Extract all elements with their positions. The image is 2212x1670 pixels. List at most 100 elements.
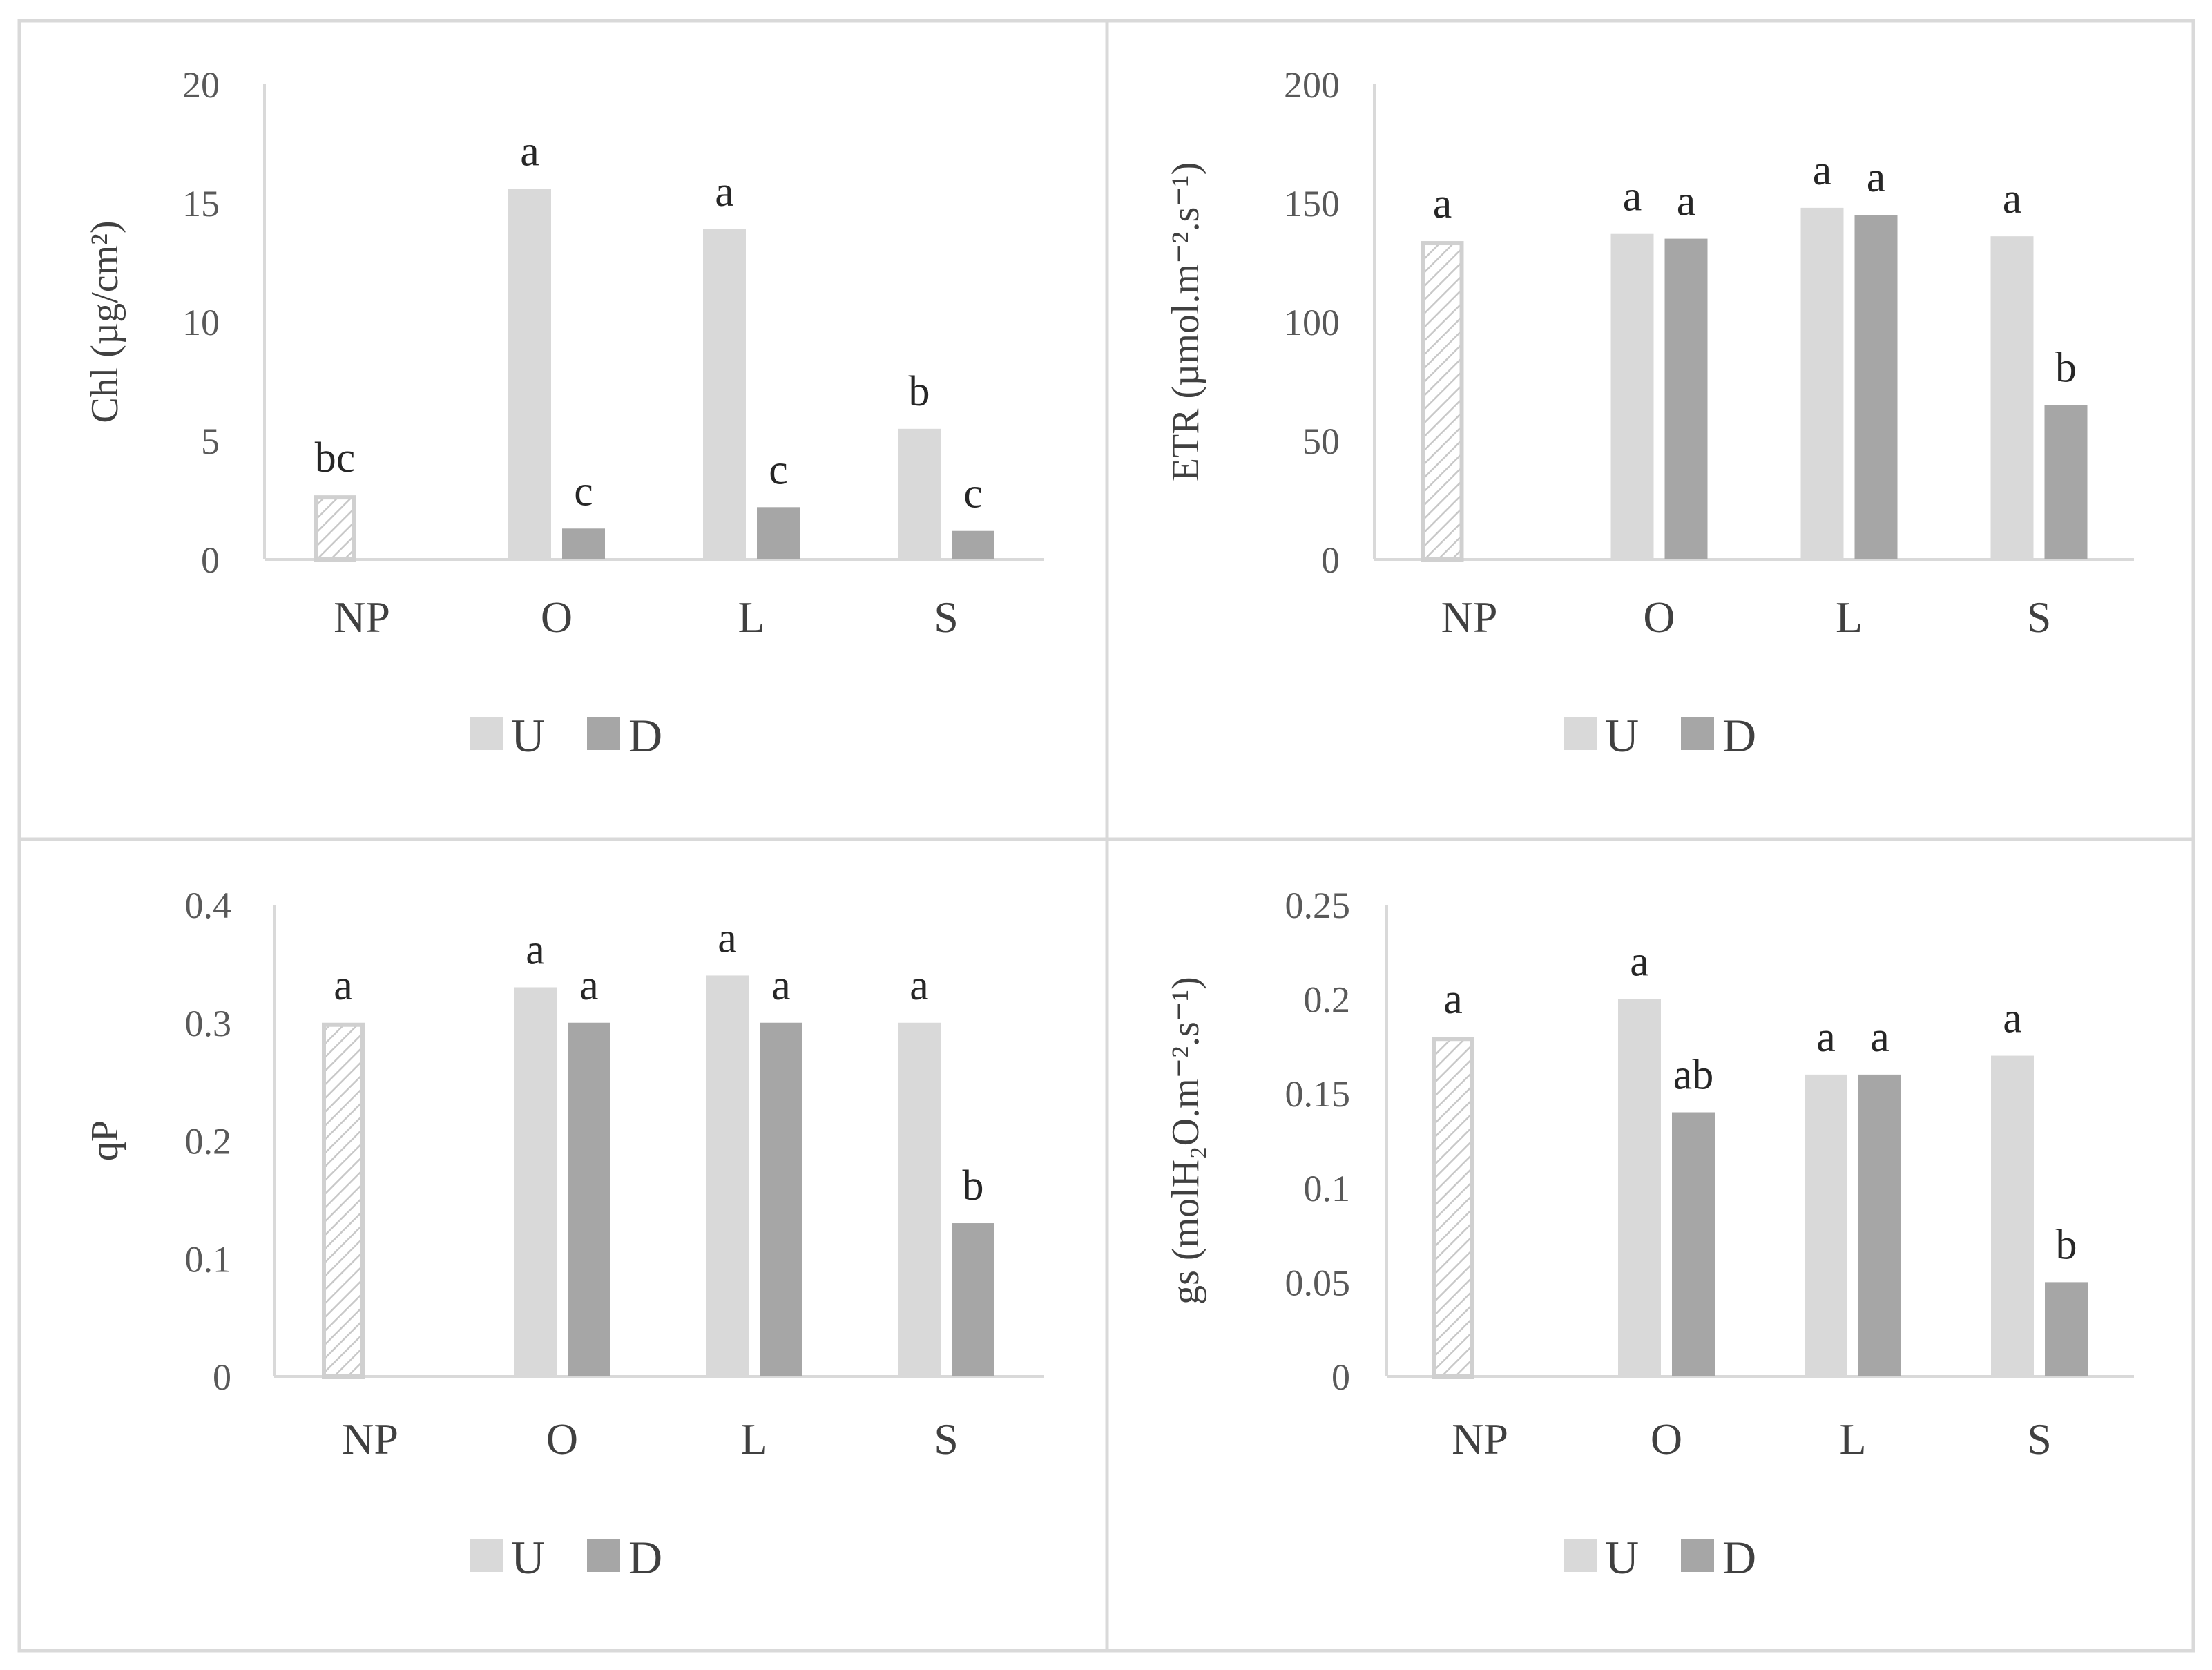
significance-letter: a <box>334 962 353 1009</box>
y-tick-label: 0.4 <box>185 885 232 926</box>
bar-O-D <box>568 1022 610 1376</box>
bar-NP-U <box>1432 1037 1474 1379</box>
bar-L-U <box>1800 207 1844 559</box>
significance-letter: a <box>910 962 929 1009</box>
bar-L-D <box>1858 1074 1901 1376</box>
legend-swatch-U <box>470 1539 503 1572</box>
y-tick-label: 50 <box>1302 421 1340 462</box>
bar-S-U <box>898 1022 941 1376</box>
y-tick-label: 100 <box>1284 302 1340 343</box>
legend-label: D <box>628 1531 662 1584</box>
y-tick-label: 0 <box>213 1356 231 1398</box>
significance-letter: a <box>1630 939 1649 986</box>
chart-panel-bottom-right: 0 0.05 0.1 0.15 0.2 0.25 gs (molH₂O.m⁻².s⁻¹) NP… <box>1164 885 2134 1584</box>
bar-L-D <box>757 507 800 559</box>
x-tick-label: L <box>738 593 764 642</box>
y-tick-label: 0.1 <box>185 1238 232 1280</box>
y-tick-label: 0.3 <box>185 1003 232 1044</box>
significance-letter: a <box>771 962 791 1009</box>
significance-letter: b <box>2056 1221 2077 1268</box>
legend-label: U <box>511 1531 545 1584</box>
bar-S-D <box>952 530 994 559</box>
y-tick-label: 0 <box>1321 539 1340 581</box>
bar-S-D <box>952 1223 994 1376</box>
legend-label: D <box>628 709 662 762</box>
legend-swatch-D <box>587 1539 620 1572</box>
bar-O-D <box>1672 1112 1715 1376</box>
legend-swatch-D <box>1681 1539 1714 1572</box>
significance-letter: a <box>520 128 539 175</box>
y-axis-label: Chl (µg/cm²) <box>84 220 126 423</box>
legend-label: D <box>1722 709 1756 762</box>
significance-letter: a <box>2003 995 2022 1042</box>
bar-O-D <box>1664 238 1708 559</box>
bar-NP-U <box>1421 241 1464 562</box>
legend-swatch-U <box>470 717 503 750</box>
bar-NP-U <box>322 1022 365 1379</box>
x-tick-label: S <box>934 593 959 642</box>
x-tick-label: NP <box>342 1414 398 1463</box>
x-tick-label: O <box>1651 1414 1682 1463</box>
significance-letter: a <box>1867 154 1886 201</box>
x-tick-label: S <box>2027 593 2052 642</box>
y-tick-label: 0.2 <box>1304 979 1351 1021</box>
legend-swatch-D <box>587 717 620 750</box>
significance-letter: a <box>1813 147 1832 194</box>
x-tick-label: NP <box>1452 1414 1508 1463</box>
significance-letter: a <box>1870 1014 1889 1061</box>
x-tick-label: S <box>934 1414 959 1463</box>
y-tick-label: 5 <box>201 421 220 462</box>
y-tick-label: 15 <box>182 183 220 224</box>
bar-O-U <box>1610 233 1654 559</box>
y-tick-label: 0.2 <box>185 1121 232 1162</box>
y-tick-label: 0 <box>201 539 220 581</box>
significance-letter: a <box>715 169 734 215</box>
x-tick-label: NP <box>334 593 390 642</box>
x-tick-label: O <box>1643 593 1675 642</box>
y-tick-label: 10 <box>182 302 220 343</box>
significance-letter: c <box>769 446 788 493</box>
significance-letter: bc <box>315 434 356 481</box>
bar-L-U <box>1805 1074 1847 1376</box>
significance-letter: a <box>526 927 545 974</box>
y-tick-label: 0.05 <box>1285 1262 1351 1303</box>
bar-L-U <box>703 229 746 559</box>
significance-letter: a <box>718 914 737 961</box>
y-tick-label: 0.1 <box>1304 1168 1351 1209</box>
significance-letter: b <box>963 1162 984 1209</box>
y-tick-label: 20 <box>182 64 220 106</box>
significance-letter: a <box>1623 173 1642 220</box>
significance-letter: b <box>909 368 930 415</box>
y-axis-label: qP <box>84 1120 126 1161</box>
y-axis-label: gs (molH₂O.m⁻².s⁻¹) <box>1164 977 1207 1305</box>
x-tick-label: L <box>1839 1414 1866 1463</box>
bar-O-D <box>562 528 605 559</box>
bar-L-U <box>706 975 749 1376</box>
significance-letter: a <box>1816 1014 1836 1061</box>
significance-letter: a <box>1443 976 1463 1023</box>
bar-S-U <box>1991 1055 2034 1376</box>
bar-O-U <box>514 987 557 1376</box>
legend-label: U <box>511 709 545 762</box>
legend-label: U <box>1605 709 1639 762</box>
y-tick-label: 200 <box>1284 64 1340 106</box>
bar-L-D <box>1854 215 1898 559</box>
bar-S-U <box>898 428 941 559</box>
significance-letter: a <box>579 962 599 1009</box>
significance-letter: a <box>2003 175 2022 222</box>
x-tick-label: O <box>541 593 573 642</box>
bar-O-U <box>1618 999 1661 1376</box>
bar-O-U <box>508 189 551 559</box>
x-tick-label: S <box>2027 1414 2052 1463</box>
bar-S-D <box>2044 405 2088 559</box>
y-tick-label: 150 <box>1284 183 1340 224</box>
bar-L-D <box>760 1022 802 1376</box>
